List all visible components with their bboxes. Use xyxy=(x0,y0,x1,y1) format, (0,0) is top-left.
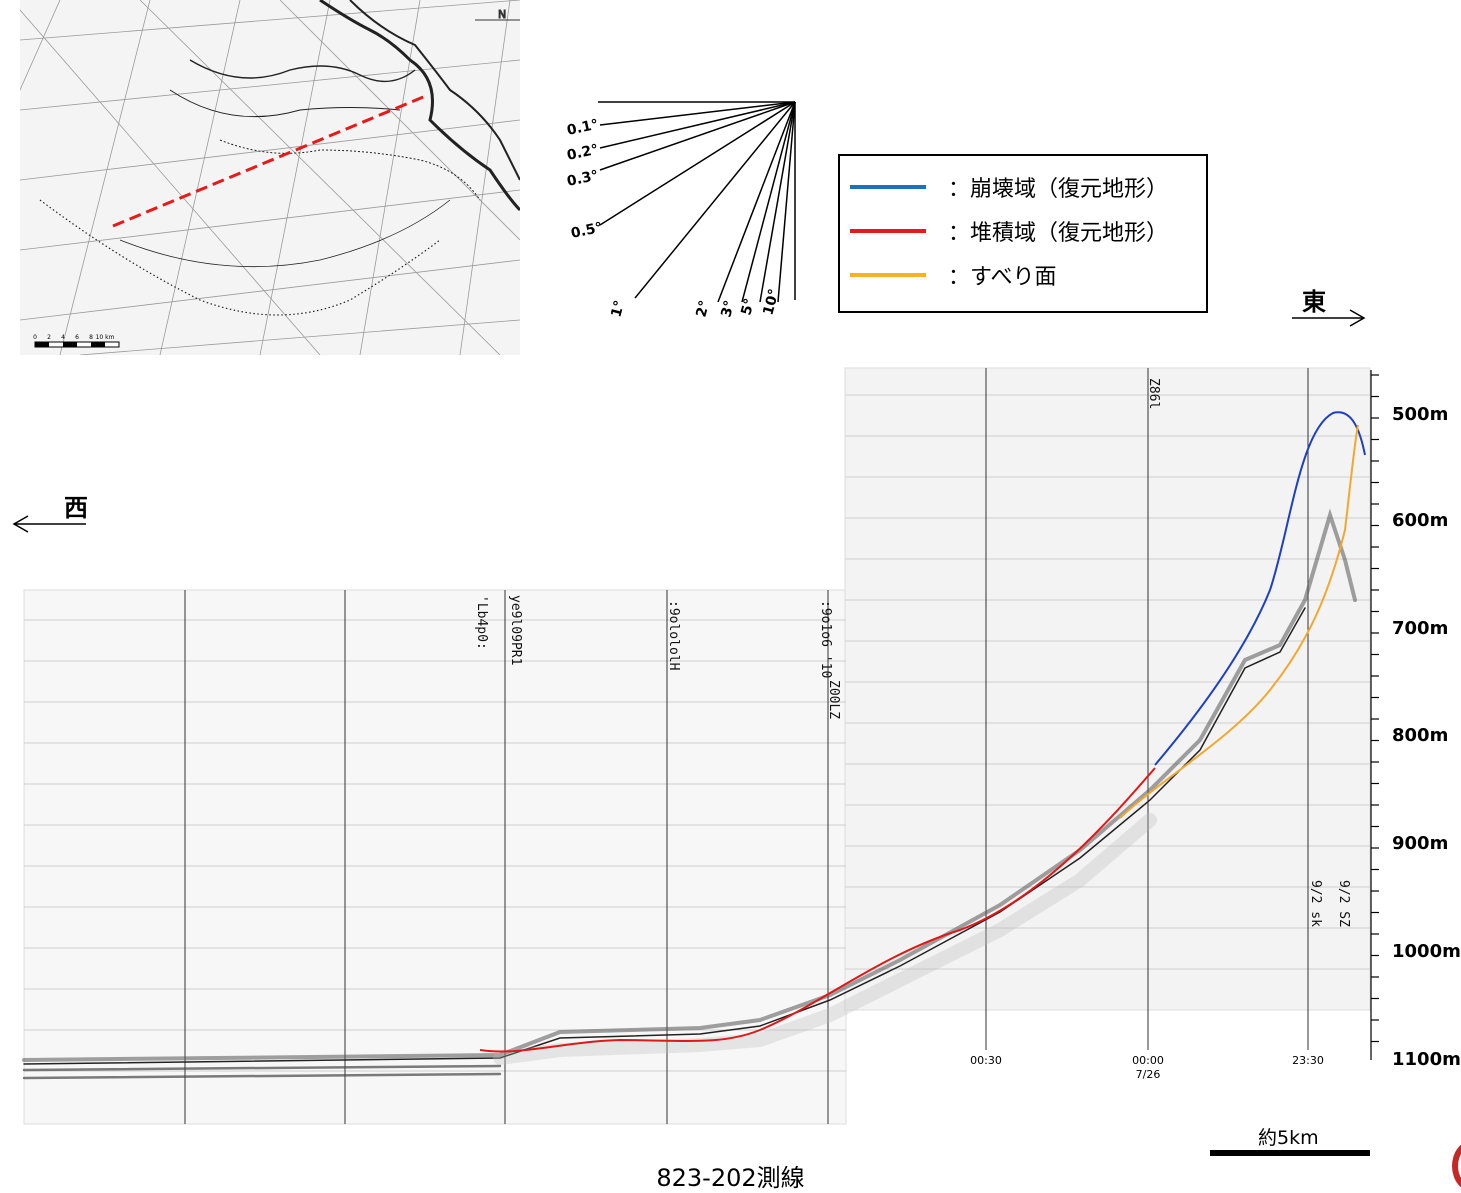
svg-text:'Lb4p0:: 'Lb4p0: xyxy=(474,595,489,650)
slip-surface-curve xyxy=(1119,424,1359,819)
coastline-hachures xyxy=(39,0,520,316)
svg-text:9/2 SZ: 9/2 SZ xyxy=(1336,880,1351,927)
map-grid xyxy=(20,0,520,355)
gauge-line xyxy=(599,101,796,171)
gauge-line xyxy=(599,101,796,149)
north-label: N xyxy=(498,8,506,21)
gauge-angle-label: 1° xyxy=(608,299,628,319)
time-label-0030: 00:30 xyxy=(970,1054,1002,1067)
svg-text::9o1o6 '10: :9o1o6 '10 xyxy=(818,600,833,678)
record-annotations: 'Lb4p0: ye9l09PR1 :9olololH :9o1o6 '10 Z… xyxy=(474,378,1351,927)
depth-label: 600m xyxy=(1392,510,1449,531)
svg-text:9/2 sk: 9/2 sk xyxy=(1308,880,1323,927)
gauge-line xyxy=(599,101,796,226)
legend-item-slip: ：すべり面 xyxy=(850,260,1056,290)
svg-text:Z86l: Z86l xyxy=(1146,378,1161,409)
gauge-angle-label: 0.2° xyxy=(566,142,600,164)
date-label: 7/26 xyxy=(1136,1068,1161,1081)
gauge-line xyxy=(599,101,796,126)
gauge-angle-label: 3° xyxy=(718,299,738,319)
svg-text::9olololH: :9olololH xyxy=(666,600,681,670)
gauge-line xyxy=(777,101,796,303)
legend-swatch-deposit xyxy=(850,229,926,233)
legend-label-collapse: ：崩壊域（復元地形） xyxy=(948,177,1169,202)
location-map: N 0 2 4 6 8 10 km xyxy=(20,0,520,355)
depth-label: 800m xyxy=(1392,725,1449,746)
profile-caption: 823-202測線 xyxy=(656,1164,805,1192)
map-scale-tick-label: 2 xyxy=(47,334,51,341)
west-arrow-icon xyxy=(12,515,86,533)
scale-label: 約5km xyxy=(1258,1127,1319,1149)
record-panel-west xyxy=(23,589,847,1125)
gauge-angle-label: 0.5° xyxy=(570,220,604,242)
slope-angle-gauge: 0.1° 0.2° 0.3° 0.5° 1° 2° 3° 5° 10° xyxy=(566,101,796,319)
seismic-profile: 'Lb4p0: ye9l09PR1 :9olololH :9o1o6 '10 Z… xyxy=(22,367,1379,1125)
north-arrow: N xyxy=(475,8,520,22)
map-scale-tick-label: 8 xyxy=(89,334,93,341)
record-panel-east xyxy=(844,367,1371,1011)
deposit-area-curve xyxy=(479,767,1156,1053)
gauge-angle-label: 5° xyxy=(738,297,758,317)
seabed-reflector xyxy=(22,508,1357,1080)
east-arrow-icon xyxy=(1292,309,1366,327)
legend-item-collapse: ：崩壊域（復元地形） xyxy=(850,172,1168,202)
svg-text:Z00LZ: Z00LZ xyxy=(826,680,841,719)
map-scale-tick-label: 10 km xyxy=(96,334,115,341)
gauge-line xyxy=(741,101,796,303)
east-label: 東 xyxy=(1302,288,1326,316)
time-label-0000: 00:00 xyxy=(1132,1054,1164,1067)
legend-swatch-collapse xyxy=(850,185,926,189)
gauge-line xyxy=(634,101,796,299)
depth-label: 1000m xyxy=(1392,941,1461,962)
gauge-angle-label: 10° xyxy=(760,287,782,317)
map-scale-tick-label: 6 xyxy=(75,334,79,341)
gauge-angle-label: 0.3° xyxy=(566,168,600,190)
gauge-line xyxy=(759,101,796,303)
collapse-area-curve xyxy=(1154,411,1366,766)
map-scale-tick-label: 0 xyxy=(33,334,37,341)
map-scale-tick-label: 4 xyxy=(61,334,65,341)
scale-bar xyxy=(1210,1150,1370,1156)
legend-label-deposit: ：堆積域（復元地形） xyxy=(948,221,1169,246)
depth-label: 500m xyxy=(1392,404,1449,425)
map-scale-bar xyxy=(34,341,120,348)
legend-item-deposit: ：堆積域（復元地形） xyxy=(850,216,1168,246)
gauge-angle-label: 0.1° xyxy=(566,117,600,139)
legend-swatch-slip xyxy=(850,273,926,277)
legend-label-slip: ：すべり面 xyxy=(948,265,1057,290)
time-label-2330: 23:30 xyxy=(1292,1054,1324,1067)
depth-label: 1100m xyxy=(1392,1049,1461,1070)
depth-label: 900m xyxy=(1392,833,1449,854)
svg-text:ye9l09PR1: ye9l09PR1 xyxy=(508,595,523,665)
legend: ：崩壊域（復元地形） ：堆積域（復元地形） ：すべり面 xyxy=(838,154,1208,313)
west-label: 西 xyxy=(64,494,88,522)
gauge-angle-label: 2° xyxy=(693,299,713,319)
depth-label: 700m xyxy=(1392,618,1449,639)
survey-line xyxy=(112,93,429,228)
gauge-line xyxy=(717,101,796,303)
